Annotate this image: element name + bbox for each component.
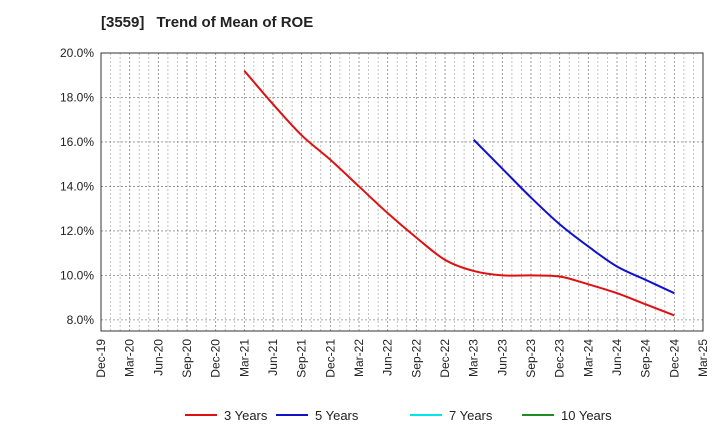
x-tick-label: Jun-20 bbox=[151, 339, 165, 376]
x-tick-label: Jun-21 bbox=[266, 339, 280, 376]
x-tick-label: Mar-25 bbox=[696, 339, 710, 377]
x-tick-label: Sep-22 bbox=[409, 339, 423, 378]
y-tick-label: 16.0% bbox=[60, 135, 94, 149]
x-tick-label: Sep-24 bbox=[639, 339, 653, 378]
series-line-3-years bbox=[243, 70, 675, 317]
x-tick-label: Dec-23 bbox=[553, 339, 567, 378]
x-tick-label: Jun-22 bbox=[381, 339, 395, 376]
series-line-5-years bbox=[472, 139, 675, 295]
chart-title: [3559] Trend of Mean of ROE bbox=[101, 14, 313, 31]
x-tick-label: Dec-22 bbox=[438, 339, 452, 378]
y-tick-label: 12.0% bbox=[60, 224, 94, 238]
x-tick-label: Mar-20 bbox=[123, 339, 137, 377]
x-tick-label: Dec-19 bbox=[94, 339, 108, 378]
y-tick-label: 20.0% bbox=[60, 46, 94, 60]
legend-label-3-years: 3 Years bbox=[224, 408, 268, 423]
x-tick-label: Sep-23 bbox=[524, 339, 538, 378]
y-tick-label: 10.0% bbox=[60, 268, 94, 282]
legend-label-5-years: 5 Years bbox=[315, 408, 359, 423]
y-tick-label: 8.0% bbox=[67, 313, 95, 327]
x-tick-label: Jun-23 bbox=[495, 339, 509, 376]
x-tick-label: Mar-24 bbox=[581, 339, 595, 377]
x-tick-label: Dec-24 bbox=[667, 339, 681, 378]
chart-title-text: Trend of Mean of ROE bbox=[156, 14, 314, 31]
legend-label-10-years: 10 Years bbox=[561, 408, 612, 423]
x-tick-label: Sep-20 bbox=[180, 339, 194, 378]
x-tick-label: Dec-21 bbox=[323, 339, 337, 378]
x-tick-label: Sep-21 bbox=[295, 339, 309, 378]
x-tick-label: Jun-24 bbox=[610, 339, 624, 376]
legend-label-7-years: 7 Years bbox=[449, 408, 493, 423]
chart-title-code: [3559] bbox=[101, 14, 145, 31]
x-tick-label: Mar-21 bbox=[237, 339, 251, 377]
x-tick-label: Mar-22 bbox=[352, 339, 366, 377]
y-tick-label: 14.0% bbox=[60, 179, 94, 193]
plot-frame bbox=[100, 52, 704, 332]
y-tick-label: 18.0% bbox=[60, 90, 94, 104]
x-tick-label: Mar-23 bbox=[467, 339, 481, 377]
x-tick-label: Dec-20 bbox=[209, 339, 223, 378]
